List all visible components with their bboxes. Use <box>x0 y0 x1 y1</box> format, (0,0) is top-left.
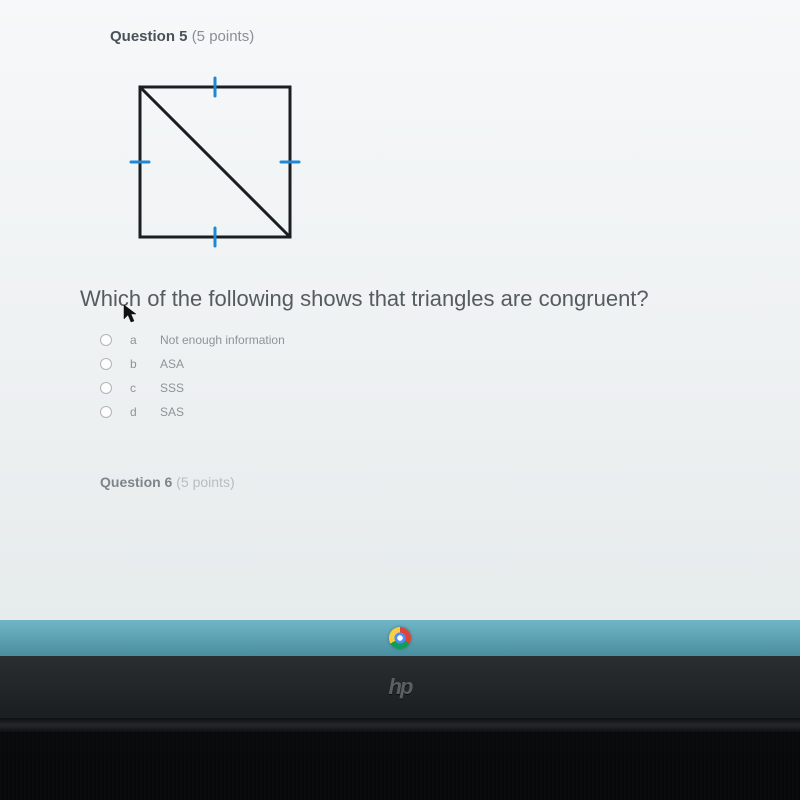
taskbar <box>0 620 800 656</box>
quiz-screen: Question 5 (5 points) Which of the follo… <box>0 0 800 620</box>
choice-text: SAS <box>160 405 184 419</box>
choice-text: SSS <box>160 381 184 395</box>
radio-c[interactable] <box>100 382 112 394</box>
radio-b[interactable] <box>100 358 112 370</box>
choice-row-a[interactable]: a Not enough information <box>100 328 740 352</box>
choice-row-d[interactable]: d SAS <box>100 400 740 424</box>
laptop-speaker-grille <box>0 732 800 800</box>
question-points: (5 points) <box>192 28 255 45</box>
answer-choices: a Not enough information b ASA c SSS d SAS <box>100 328 740 424</box>
choice-row-b[interactable]: b ASA <box>100 352 740 376</box>
hp-logo: hp <box>389 674 412 700</box>
square-diagonal-diagram <box>120 67 320 267</box>
choice-text: ASA <box>160 357 184 371</box>
geometry-figure <box>120 67 740 272</box>
next-question-number: Question 6 <box>100 474 172 490</box>
choice-row-c[interactable]: c SSS <box>100 376 740 400</box>
laptop-bezel: hp <box>0 656 800 800</box>
radio-d[interactable] <box>100 406 112 418</box>
choice-letter: b <box>130 357 142 371</box>
laptop-hinge <box>0 718 800 732</box>
question-header: Question 5 (5 points) <box>110 28 740 45</box>
choice-letter: a <box>130 333 142 347</box>
choice-text: Not enough information <box>160 333 285 347</box>
choice-letter: c <box>130 381 142 395</box>
next-question-points: (5 points) <box>176 474 234 490</box>
chrome-icon[interactable] <box>389 627 411 649</box>
question-number: Question 5 <box>110 28 188 45</box>
question-prompt: Which of the following shows that triang… <box>80 286 740 312</box>
radio-a[interactable] <box>100 334 112 346</box>
next-question-header: Question 6 (5 points) <box>100 474 740 490</box>
choice-letter: d <box>130 405 142 419</box>
